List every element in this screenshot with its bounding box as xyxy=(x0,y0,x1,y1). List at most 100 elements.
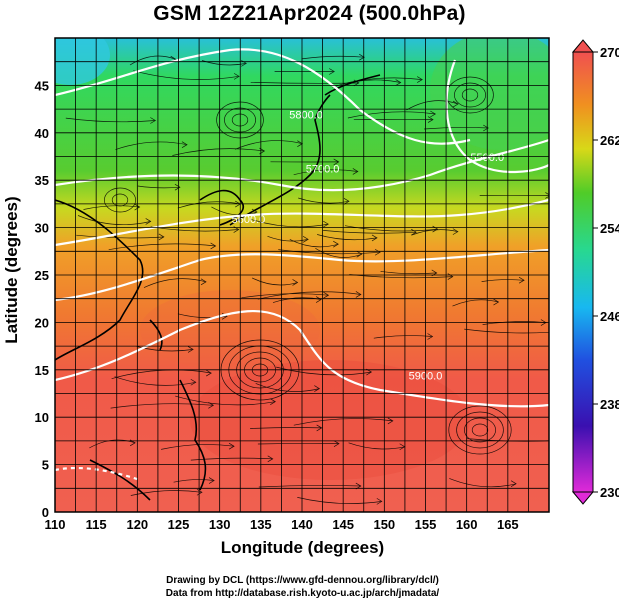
streamline-arrow xyxy=(452,100,459,108)
field-patches xyxy=(55,38,549,480)
streamline xyxy=(449,478,517,488)
streamline xyxy=(464,328,549,334)
x-tick-label: 160 xyxy=(456,517,478,532)
streamline-swirl xyxy=(464,417,496,443)
y-tick-label: 40 xyxy=(35,126,49,141)
streamline xyxy=(276,366,372,376)
y-tick-label: 20 xyxy=(35,315,49,330)
streamline xyxy=(452,299,499,307)
streamline-arrow xyxy=(430,110,436,118)
y-tick-label: 25 xyxy=(35,268,49,283)
streamline-arrow xyxy=(210,242,217,250)
x-tick-label: 110 xyxy=(45,517,66,532)
streamline xyxy=(411,229,458,236)
streamline xyxy=(301,55,365,60)
streamline-arrow xyxy=(343,197,350,205)
streamline xyxy=(250,218,329,228)
x-tick-label: 165 xyxy=(497,517,519,532)
x-axis-label: Longitude (degrees) xyxy=(220,538,385,557)
streamline-swirl xyxy=(456,411,504,449)
streamline xyxy=(297,497,382,504)
streamline-arrow xyxy=(452,228,459,235)
streamline-arrow xyxy=(292,279,299,286)
streamline xyxy=(250,81,359,84)
contour-5700 xyxy=(55,138,549,192)
streamline-swirl xyxy=(104,187,136,213)
y-tick-label: 10 xyxy=(35,410,49,425)
streamline-arrow xyxy=(323,291,330,299)
streamline xyxy=(298,197,350,204)
streamline-arrow xyxy=(233,73,240,80)
streamline xyxy=(380,271,437,275)
streamline-swirl xyxy=(454,82,486,108)
coastline-china xyxy=(55,199,144,361)
x-tick-label: 115 xyxy=(86,517,107,532)
y-tick-label: 0 xyxy=(42,505,49,520)
contour-5500-mid xyxy=(55,248,549,302)
streamline-arrow xyxy=(432,225,439,233)
streamline-arrow xyxy=(316,424,323,432)
colorbar-tick-label: 254 xyxy=(600,221,619,236)
colorbar-tick-label: 262 xyxy=(600,133,619,148)
map-title: GSM 12Z21Apr2024 (500.0hPa) xyxy=(153,2,466,25)
streamline xyxy=(323,230,417,234)
colorbar-tick-label: 238 xyxy=(600,397,619,412)
colorbar-bar xyxy=(572,51,594,493)
streamline-arrow xyxy=(196,488,203,496)
streamline xyxy=(143,278,207,288)
streamline xyxy=(133,70,240,80)
streamline-arrow xyxy=(411,228,417,236)
colorbar-tick-label: 230 xyxy=(600,485,619,500)
streamline xyxy=(373,335,433,339)
y-tick-label: 15 xyxy=(35,363,49,378)
streamline-arrow xyxy=(554,437,559,443)
streamline-arrow xyxy=(200,278,207,286)
colorbar-top-arrow xyxy=(571,39,595,53)
streamline-arrow xyxy=(510,480,517,488)
x-tick-label: 135 xyxy=(250,517,272,532)
streamline-arrow xyxy=(267,455,274,463)
streamline xyxy=(348,442,405,450)
streamline-arrow xyxy=(205,369,212,377)
y-tick-label: 35 xyxy=(35,173,49,188)
streamline-arrow xyxy=(329,68,335,75)
streamline-arrow xyxy=(187,346,194,353)
contour-dashed-south xyxy=(55,466,141,482)
streamline-arrow xyxy=(174,183,181,191)
x-tick-label: 150 xyxy=(373,517,395,532)
streamline-arrow xyxy=(376,498,383,505)
streamline-arrow xyxy=(355,291,362,298)
x-tick-label: 125 xyxy=(168,517,190,532)
streamline xyxy=(234,140,303,150)
streamline xyxy=(137,185,180,189)
streamline xyxy=(481,279,525,282)
streamline-arrow xyxy=(417,76,423,83)
x-axis-ticks: 110 115 120 125 130 135 140 145 150 155 160 165 xyxy=(45,517,519,532)
streamline-arrow xyxy=(208,401,215,409)
contour-5900 xyxy=(55,310,549,408)
coastline-philippines xyxy=(179,379,207,491)
streamline xyxy=(406,100,459,111)
streamline-arrow xyxy=(387,417,394,425)
streamline xyxy=(177,201,241,209)
streamline-arrow xyxy=(333,158,340,166)
streamline-arrow xyxy=(181,141,188,149)
streamline-arrow xyxy=(228,442,235,450)
streamline-arrow xyxy=(315,296,322,303)
streamline xyxy=(114,376,196,386)
streamline-arrow xyxy=(395,79,402,86)
contour-label: 5800.0 xyxy=(289,110,323,122)
streamline xyxy=(89,439,136,449)
streamline-arrow xyxy=(518,276,525,284)
streamline xyxy=(150,226,239,232)
streamline-arrow xyxy=(352,168,359,175)
streamline xyxy=(172,148,265,156)
streamline xyxy=(108,243,216,251)
streamline xyxy=(241,293,329,299)
streamline-arrow xyxy=(208,477,215,484)
x-tick-label: 145 xyxy=(332,517,354,532)
streamline xyxy=(77,215,151,226)
coastline-borneo xyxy=(89,459,151,501)
wind-streamlines xyxy=(65,53,559,505)
